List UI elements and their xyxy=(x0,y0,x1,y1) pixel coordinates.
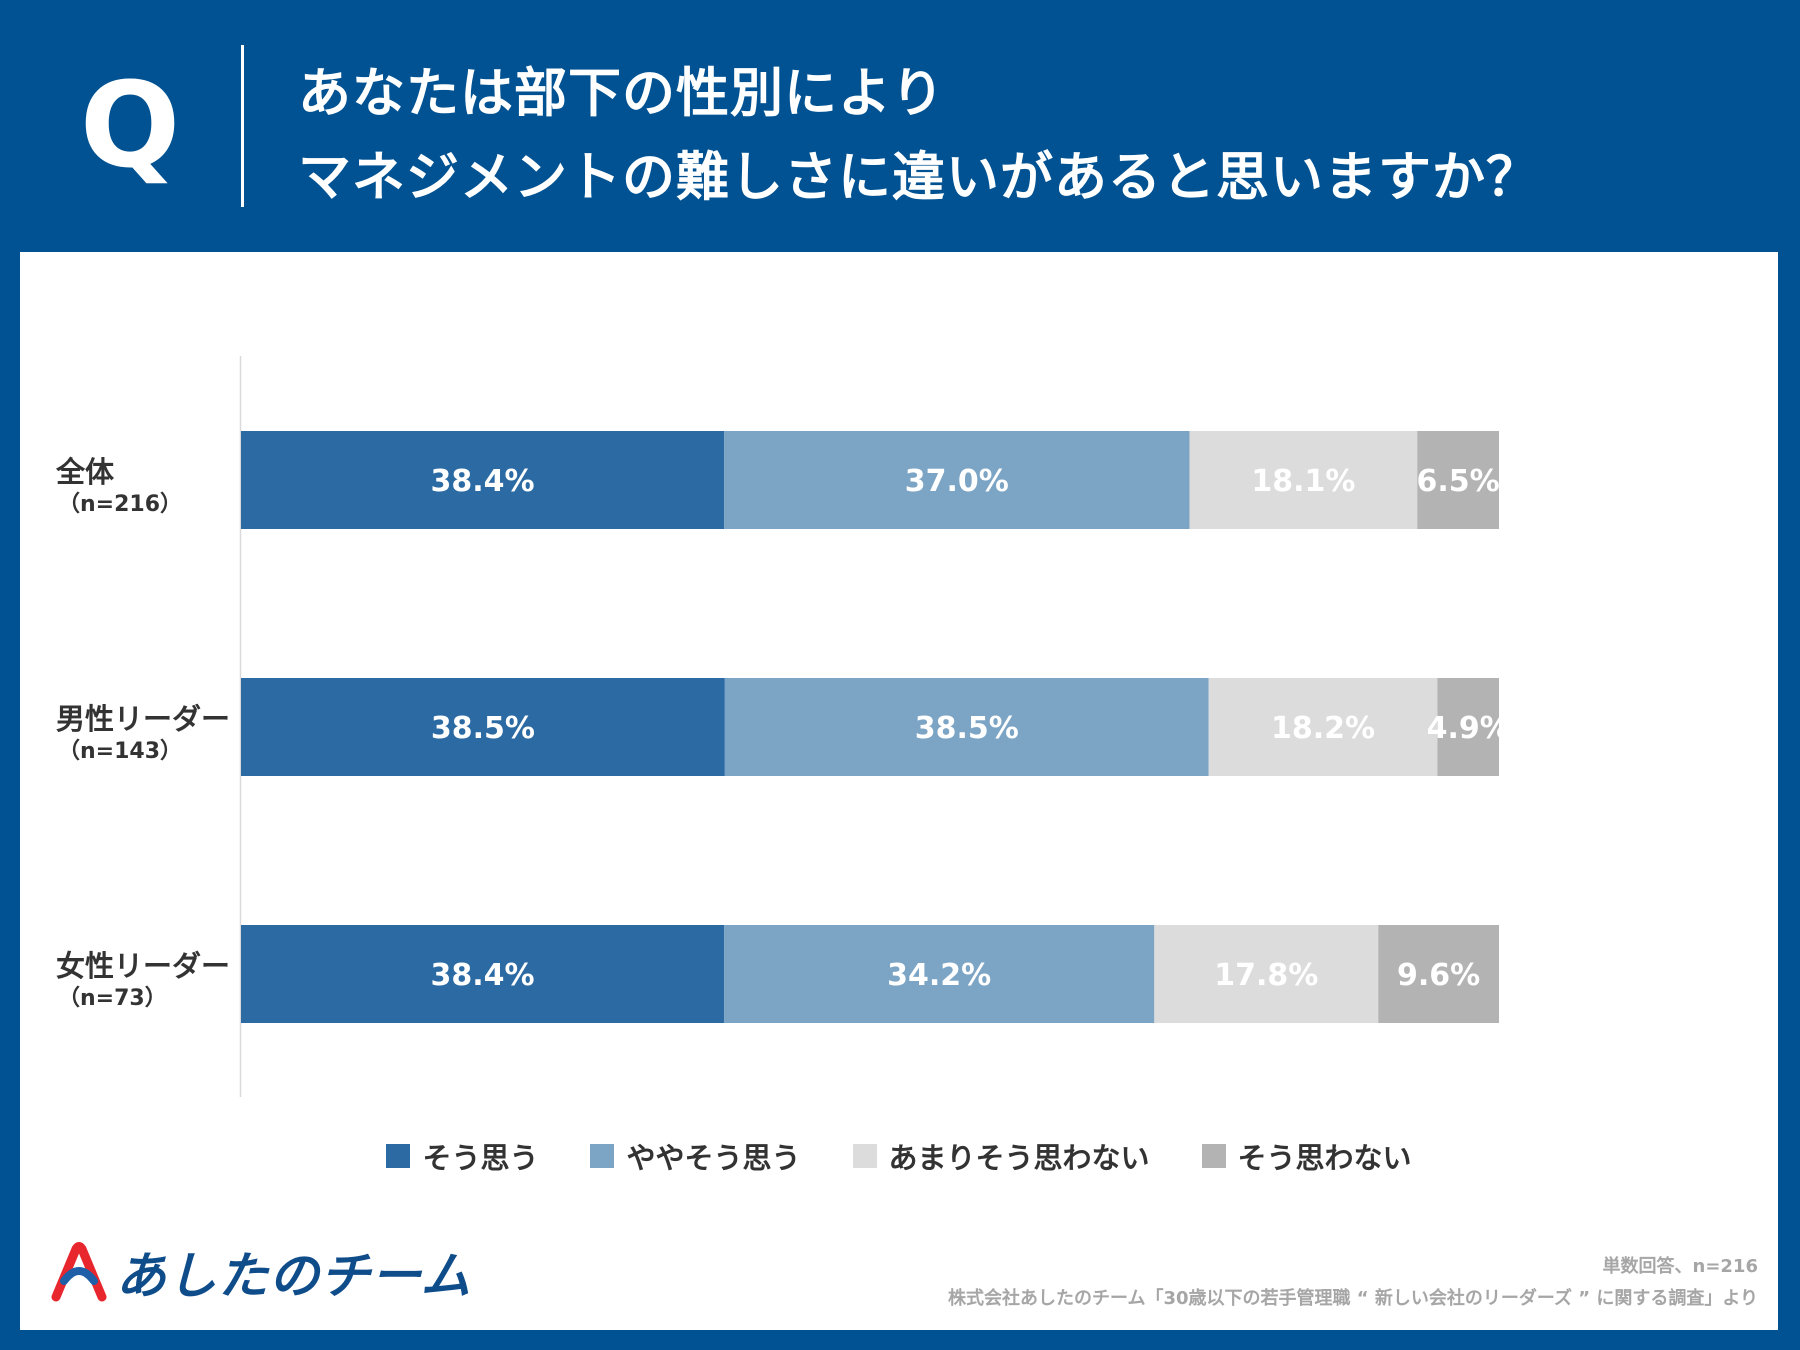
legend-item-somewhat-disagree: あまりそう思わない xyxy=(852,1135,1150,1177)
logo-text: あしたのチーム xyxy=(116,1247,472,1305)
bar-value-label: 18.1% xyxy=(1251,464,1355,499)
note-source: 株式会社あしたのチーム「30歳以下の若手管理職 “ 新しい会社のリーダーズ ” … xyxy=(948,1288,1758,1309)
bar-value-label: 6.5% xyxy=(1417,464,1500,499)
bar-segment xyxy=(724,431,1190,529)
bar-segment xyxy=(241,678,725,776)
legend-label: ややそう思う xyxy=(626,1141,801,1175)
row-label-female-leader: 女性リーダー （n=73） xyxy=(56,948,230,1014)
legend-swatch xyxy=(590,1144,615,1168)
bar-value-label: 38.4% xyxy=(430,958,534,993)
question-title-line-1: あなたは部下の性別により xyxy=(298,63,945,124)
legend-item-agree: そう思う xyxy=(386,1135,538,1177)
bar-value-label: 17.8% xyxy=(1214,958,1318,993)
row-label-male-leader: 男性リーダー （n=143） xyxy=(56,701,230,767)
bar-segment xyxy=(1378,925,1499,1023)
legend-swatch xyxy=(386,1144,411,1168)
bar-value-label: 37.0% xyxy=(905,464,1009,499)
row-label-name: 男性リーダー xyxy=(56,702,231,736)
legend-item-somewhat-agree: ややそう思う xyxy=(590,1135,801,1177)
legend-item-disagree: そう思わない xyxy=(1201,1135,1412,1177)
bar-segment xyxy=(1154,925,1379,1023)
bar-value-label: 9.6% xyxy=(1397,958,1480,993)
row-label-n: （n=216） xyxy=(58,492,183,517)
bar-value-label: 34.2% xyxy=(887,958,991,993)
question-mark: Q xyxy=(79,56,181,194)
logo-mark-icon xyxy=(51,1242,107,1302)
bar-segment xyxy=(724,678,1209,776)
legend-label: そう思う xyxy=(422,1141,539,1175)
legend-label: あまりそう思わない xyxy=(888,1141,1150,1175)
note-response-type: 単数回答、n=216 xyxy=(1602,1256,1758,1277)
header-divider xyxy=(241,45,244,207)
bar-segment xyxy=(241,925,725,1023)
bar-segment xyxy=(241,431,725,529)
row-label-name: 女性リーダー xyxy=(56,949,231,983)
stacked-bar-chart: 38.4% 37.0% 18.1% 6.5% 38.5% 38.5% 18.2% 4.9% 38… xyxy=(239,356,1510,1097)
chart-panel: 38.4% 37.0% 18.1% 6.5% 38.5% 38.5% 18.2% 4.9% 38… xyxy=(20,252,1778,1330)
question-title: あなたは部下の性別により マネジメントの難しさに違いがあると思いますか？ xyxy=(298,52,1778,220)
row-label-n: （n=73） xyxy=(58,986,167,1011)
row-label-total: 全体 （n=216） xyxy=(56,454,182,520)
bar-value-label: 4.9% xyxy=(1427,711,1510,746)
bar-segment xyxy=(1437,678,1499,776)
bar-segment xyxy=(1417,431,1499,529)
row-label-name: 全体 xyxy=(56,455,115,489)
row-label-n: （n=143） xyxy=(58,739,183,764)
bar-segment xyxy=(724,925,1155,1023)
question-title-line-2: マネジメントの難しさに違いがあると思いますか？ xyxy=(298,147,1540,208)
chart-legend: そう思う ややそう思う あまりそう思わない そう思わない xyxy=(20,1135,1778,1177)
bar-segment xyxy=(1189,431,1418,529)
company-logo: あしたのチーム xyxy=(48,1237,472,1307)
bar-value-label: 38.5% xyxy=(915,711,1019,746)
bar-value-label: 38.4% xyxy=(430,464,534,499)
header: Q あなたは部下の性別により マネジメントの難しさに違いがあると思いますか？ xyxy=(0,0,1800,250)
bar-value-label: 18.2% xyxy=(1271,711,1375,746)
bar-segment xyxy=(1208,678,1438,776)
legend-swatch xyxy=(1201,1144,1226,1168)
legend-label: そう思わない xyxy=(1237,1141,1412,1175)
bar-value-label: 38.5% xyxy=(431,711,535,746)
legend-swatch xyxy=(852,1144,877,1168)
